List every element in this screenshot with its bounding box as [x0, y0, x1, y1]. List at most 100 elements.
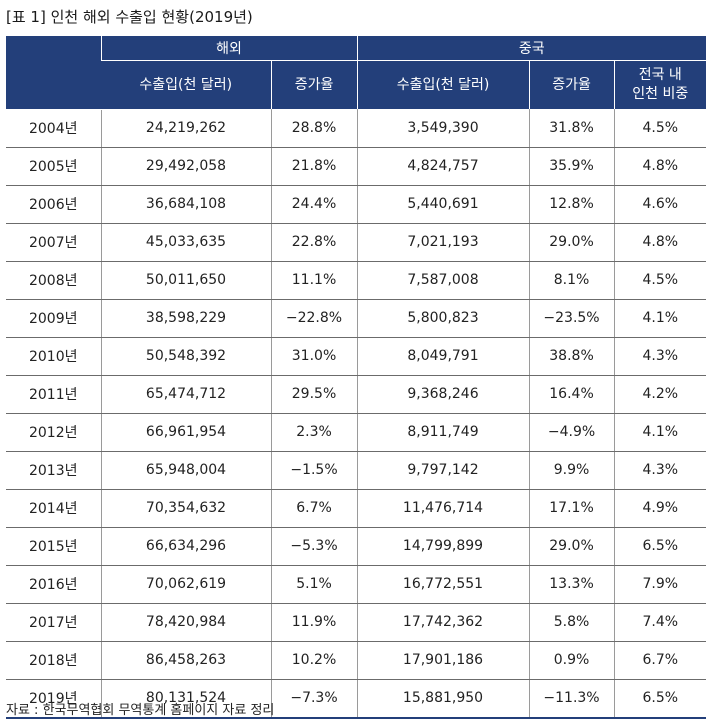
- china-growth-cell: 31.8%: [528, 109, 615, 148]
- china-trade-cell: 8,049,791: [356, 337, 530, 376]
- overseas-trade-cell: 86,458,263: [100, 641, 271, 680]
- year-cell: 2010년: [6, 337, 101, 376]
- header-china-growth: 증가율: [528, 60, 615, 109]
- china-trade-cell: 14,799,899: [356, 527, 530, 566]
- incheon-share-cell: 4.9%: [613, 489, 707, 528]
- overseas-trade-cell: 29,492,058: [100, 147, 271, 186]
- incheon-share-cell: 4.1%: [613, 413, 707, 452]
- overseas-trade-cell: 50,548,392: [100, 337, 271, 376]
- table-row: 2008년 50,011,650 11.1% 7,587,008 8.1% 4.5%: [6, 261, 707, 300]
- table-row: 2017년 78,420,984 11.9% 17,742,362 5.8% 7.4%: [6, 603, 707, 642]
- incheon-share-cell: 4.3%: [613, 337, 707, 376]
- china-growth-cell: 35.9%: [528, 147, 615, 186]
- china-trade-cell: 7,021,193: [356, 223, 530, 262]
- incheon-share-cell: 6.5%: [613, 679, 707, 719]
- overseas-growth-cell: 6.7%: [270, 489, 358, 528]
- overseas-growth-cell: 2.3%: [270, 413, 358, 452]
- overseas-growth-cell: 29.5%: [270, 375, 358, 414]
- table-row: 2015년 66,634,296 −5.3% 14,799,899 29.0% 6.5%: [6, 527, 707, 566]
- overseas-trade-cell: 66,634,296: [100, 527, 271, 566]
- incheon-share-cell: 7.4%: [613, 603, 707, 642]
- incheon-share-cell: 6.7%: [613, 641, 707, 680]
- table-row: 2012년 66,961,954 2.3% 8,911,749 −4.9% 4.1%: [6, 413, 707, 452]
- china-trade-cell: 5,800,823: [356, 299, 530, 338]
- table-row: 2018년 86,458,263 10.2% 17,901,186 0.9% 6.7%: [6, 641, 707, 680]
- china-growth-cell: −23.5%: [528, 299, 615, 338]
- table-row: 2014년 70,354,632 6.7% 11,476,714 17.1% 4.9%: [6, 489, 707, 528]
- overseas-trade-cell: 65,948,004: [100, 451, 271, 490]
- year-cell: 2016년: [6, 565, 101, 604]
- overseas-growth-cell: 10.2%: [270, 641, 358, 680]
- overseas-growth-cell: 24.4%: [270, 185, 358, 224]
- year-cell: 2014년: [6, 489, 101, 528]
- year-cell: 2005년: [6, 147, 101, 186]
- header-group-overseas: 해외: [100, 36, 358, 61]
- header-incheon-share: 전국 내 인천 비중: [613, 60, 707, 109]
- incheon-share-cell: 4.2%: [613, 375, 707, 414]
- table-row: 2013년 65,948,004 −1.5% 9,797,142 9.9% 4.3%: [6, 451, 707, 490]
- header-china-trade: 수출입(천 달러): [356, 60, 530, 109]
- year-cell: 2004년: [6, 109, 101, 148]
- incheon-share-cell: 4.1%: [613, 299, 707, 338]
- china-trade-cell: 8,911,749: [356, 413, 530, 452]
- overseas-growth-cell: 5.1%: [270, 565, 358, 604]
- china-growth-cell: 0.9%: [528, 641, 615, 680]
- year-cell: 2008년: [6, 261, 101, 300]
- china-growth-cell: 12.8%: [528, 185, 615, 224]
- overseas-trade-cell: 45,033,635: [100, 223, 271, 262]
- overseas-trade-cell: 36,684,108: [100, 185, 271, 224]
- year-cell: 2017년: [6, 603, 101, 642]
- overseas-growth-cell: −5.3%: [270, 527, 358, 566]
- china-growth-cell: 5.8%: [528, 603, 615, 642]
- year-cell: 2012년: [6, 413, 101, 452]
- china-trade-cell: 5,440,691: [356, 185, 530, 224]
- table-caption: [표 1] 인천 해외 수출입 현황(2019년): [6, 8, 253, 26]
- table-row: 2011년 65,474,712 29.5% 9,368,246 16.4% 4.2%: [6, 375, 707, 414]
- header-incheon-share-line1: 전국 내: [638, 67, 682, 83]
- china-growth-cell: 8.1%: [528, 261, 615, 300]
- year-cell: 2007년: [6, 223, 101, 262]
- overseas-growth-cell: −22.8%: [270, 299, 358, 338]
- header-overseas-trade: 수출입(천 달러): [101, 60, 271, 109]
- incheon-share-cell: 4.5%: [613, 109, 707, 148]
- table-row: 2004년 24,219,262 28.8% 3,549,390 31.8% 4.5%: [6, 109, 707, 148]
- china-growth-cell: 38.8%: [528, 337, 615, 376]
- overseas-growth-cell: 31.0%: [270, 337, 358, 376]
- header-incheon-share-line2: 인천 비중: [632, 86, 689, 102]
- overseas-growth-cell: 22.8%: [270, 223, 358, 262]
- source-note: 자료 : 한국무역협회 무역통계 홈페이지 자료 정리: [6, 703, 275, 718]
- header-corner: [6, 36, 101, 110]
- year-cell: 2018년: [6, 641, 101, 680]
- overseas-trade-cell: 50,011,650: [100, 261, 271, 300]
- china-trade-cell: 16,772,551: [356, 565, 530, 604]
- table-row: 2009년 38,598,229 −22.8% 5,800,823 −23.5% 4.1%: [6, 299, 707, 338]
- overseas-trade-cell: 24,219,262: [100, 109, 271, 148]
- china-growth-cell: 17.1%: [528, 489, 615, 528]
- year-cell: 2013년: [6, 451, 101, 490]
- incheon-share-cell: 6.5%: [613, 527, 707, 566]
- header-overseas-growth: 증가율: [270, 60, 358, 109]
- china-trade-cell: 15,881,950: [356, 679, 530, 719]
- table-row: 2005년 29,492,058 21.8% 4,824,757 35.9% 4.8%: [6, 147, 707, 186]
- incheon-share-cell: 4.8%: [613, 147, 707, 186]
- incheon-share-cell: 7.9%: [613, 565, 707, 604]
- overseas-trade-cell: 38,598,229: [100, 299, 271, 338]
- overseas-trade-cell: 65,474,712: [100, 375, 271, 414]
- overseas-growth-cell: 28.8%: [270, 109, 358, 148]
- overseas-trade-cell: 78,420,984: [100, 603, 271, 642]
- incheon-share-cell: 4.8%: [613, 223, 707, 262]
- china-trade-cell: 17,901,186: [356, 641, 530, 680]
- incheon-share-cell: 4.6%: [613, 185, 707, 224]
- year-cell: 2006년: [6, 185, 101, 224]
- trade-table: 해외 중국 수출입(천 달러) 증가율 수출입(천 달러) 증가율 전국 내 인…: [6, 36, 707, 719]
- year-cell: 2011년: [6, 375, 101, 414]
- china-trade-cell: 17,742,362: [356, 603, 530, 642]
- overseas-growth-cell: −1.5%: [270, 451, 358, 490]
- incheon-share-cell: 4.3%: [613, 451, 707, 490]
- overseas-trade-cell: 80,131,524: [100, 679, 271, 719]
- overseas-trade-cell: 70,354,632: [100, 489, 271, 528]
- incheon-share-cell: 4.5%: [613, 261, 707, 300]
- overseas-trade-cell: 70,062,619: [100, 565, 271, 604]
- table-row: 2019년 80,131,524 −7.3% 15,881,950 −11.3% 6.5%: [6, 679, 707, 719]
- header-group-china: 중국: [356, 36, 707, 61]
